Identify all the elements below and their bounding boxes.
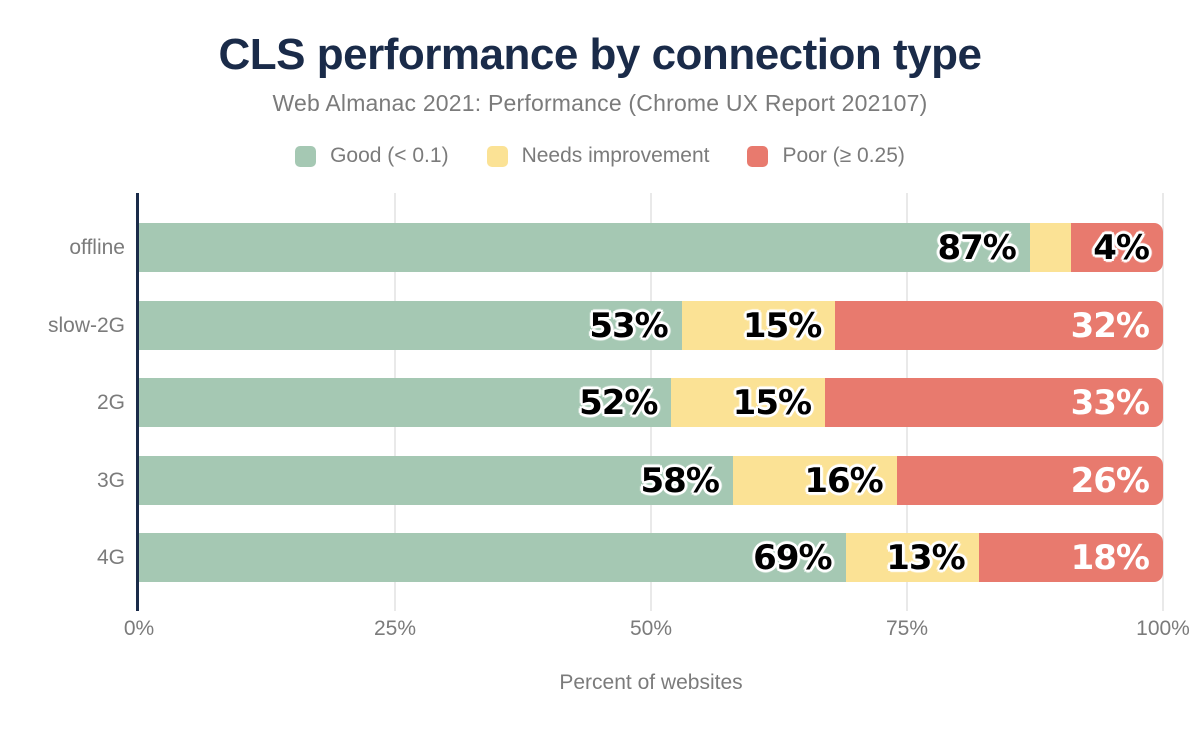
legend: Good (< 0.1) Needs improvement Poor (≥ 0.2… — [0, 144, 1200, 168]
y-axis-label: offline — [69, 236, 125, 259]
chart-subtitle: Web Almanac 2021: Performance (Chrome UX… — [272, 90, 928, 116]
bar-value-label: 26% — [1070, 460, 1150, 501]
legend-item: Good (< 0.1) — [295, 144, 449, 168]
legend-item: Poor (≥ 0.25) — [747, 144, 905, 168]
bar-value-label: 52% — [579, 382, 658, 423]
bar-segment: 53% — [139, 301, 682, 350]
bar-segment: 58% — [139, 456, 733, 505]
bar-value-label: 16% — [804, 460, 883, 501]
bar-value-label: 69% — [753, 537, 832, 578]
legend-label: Good (< 0.1) — [330, 144, 449, 167]
x-axis-tick-label: 25% — [373, 617, 417, 640]
bar-value-label: 87% — [937, 227, 1016, 268]
bar-row: 52% 15% 33% — [139, 378, 1163, 427]
x-axis-title: Percent of websites — [559, 671, 743, 694]
bar-segment: 33% — [825, 378, 1163, 427]
legend-item: Needs improvement — [486, 144, 710, 168]
bar-segment: 18% — [978, 533, 1163, 582]
bar-value-label: 15% — [742, 305, 822, 346]
y-axis-line — [136, 193, 139, 611]
bar-value-label: 33% — [1070, 382, 1150, 423]
x-axis-tick-label: 100% — [1136, 617, 1190, 640]
bar-row: 53% 15% 32% — [139, 301, 1163, 350]
bar-row: 69% 13% 18% — [139, 533, 1163, 582]
bar-value-label: 53% — [589, 305, 668, 346]
y-axis-label: 2G — [96, 391, 125, 414]
legend-swatch-icon — [486, 145, 508, 167]
x-axis-tick-label: 75% — [885, 617, 929, 640]
y-axis-label: 3G — [96, 469, 125, 492]
chart-title: CLS performance by connection type — [218, 30, 982, 79]
gridline — [1162, 193, 1164, 611]
bar-value-label: 58% — [640, 460, 720, 501]
bar-value-label: 4% — [1093, 227, 1150, 268]
bar-segment: 32% — [835, 301, 1163, 350]
bar-row: 58% 16% 26% — [139, 456, 1163, 505]
bar-row: 87% 4% — [139, 223, 1163, 272]
bar-segment: 69% — [139, 533, 846, 582]
bar-value-label: 32% — [1070, 305, 1150, 346]
bar-segment: 87% — [139, 223, 1030, 272]
x-axis-tick-label: 0% — [123, 617, 155, 640]
legend-swatch-icon — [747, 145, 769, 167]
legend-label: Needs improvement — [521, 144, 710, 167]
y-axis-label: 4G — [96, 546, 125, 569]
bar-segment: 16% — [732, 456, 897, 505]
legend-swatch-icon — [295, 145, 317, 167]
bar-segment — [1029, 223, 1071, 272]
bar-segment: 13% — [845, 533, 979, 582]
chart-area: offline 87% 4% slow-2G 53% 15% 32% 2G 52% 15% 33% 3… — [0, 193, 1200, 742]
y-axis-label: slow-2G — [47, 314, 125, 337]
bar-segment: 15% — [671, 378, 826, 427]
legend-label: Poor (≥ 0.25) — [782, 144, 905, 167]
x-axis-ticks: 0% 25% 50% 75% 100% — [0, 617, 1200, 643]
bar-segment: 52% — [139, 378, 672, 427]
bar-segment: 15% — [681, 301, 836, 350]
x-axis-tick-label: 50% — [629, 617, 673, 640]
bar-segment: 4% — [1070, 223, 1163, 272]
bar-value-label: 15% — [732, 382, 812, 423]
bar-segment: 26% — [896, 456, 1163, 505]
bar-value-label: 18% — [1070, 537, 1150, 578]
bar-value-label: 13% — [886, 537, 965, 578]
